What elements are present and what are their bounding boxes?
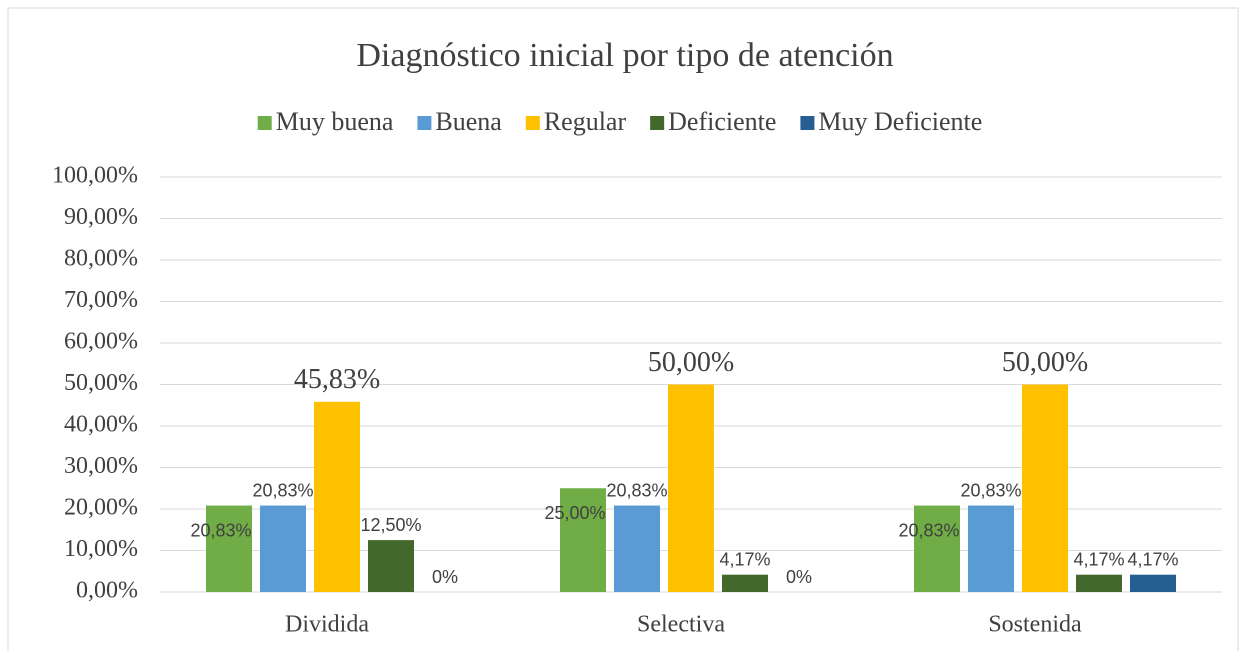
y-tick-label: 0,00%: [76, 578, 138, 604]
data-label: 20,83%: [898, 520, 959, 540]
data-label: 4,17%: [1073, 549, 1124, 569]
bar: [914, 505, 960, 592]
data-label: 25,00%: [544, 503, 605, 523]
bar: [368, 540, 414, 592]
legend-swatch: [417, 116, 432, 130]
legend-label: Deficiente: [668, 107, 776, 136]
y-tick-label: 70,00%: [64, 287, 138, 313]
legend-label: Muy buena: [276, 107, 394, 136]
y-tick-label: 60,00%: [64, 329, 138, 355]
bar: [968, 505, 1014, 592]
chart-title: Diagnóstico inicial por tipo de atención: [356, 37, 893, 74]
y-tick-label: 80,00%: [64, 246, 138, 272]
y-tick-label: 90,00%: [64, 204, 138, 230]
legend-label: Buena: [435, 107, 502, 136]
x-tick-label: Sostenida: [988, 612, 1082, 638]
data-label: 20,83%: [960, 480, 1021, 500]
legend-label: Regular: [544, 107, 627, 136]
data-label: 0%: [786, 567, 812, 587]
legend-swatch: [257, 116, 272, 130]
y-tick-label: 20,00%: [64, 495, 138, 521]
legend-swatch: [525, 116, 540, 130]
bar: [1076, 574, 1122, 592]
data-label: 50,00%: [1002, 347, 1088, 378]
bar: [260, 505, 306, 592]
data-label: 12,50%: [360, 515, 421, 535]
data-label: 50,00%: [648, 347, 734, 378]
y-tick-label: 40,00%: [64, 412, 138, 438]
legend-swatch: [800, 116, 815, 130]
bar: [722, 574, 768, 592]
data-label: 0%: [432, 567, 458, 587]
data-label: 4,17%: [1127, 549, 1178, 569]
data-label: 45,83%: [294, 364, 380, 395]
data-label: 20,83%: [606, 480, 667, 500]
legend-swatch: [650, 116, 665, 130]
y-tick-label: 50,00%: [64, 370, 138, 396]
data-label: 20,83%: [252, 480, 313, 500]
bar: [1130, 574, 1176, 592]
data-label: 4,17%: [719, 549, 770, 569]
bar: [668, 384, 714, 592]
data-label: 20,83%: [190, 520, 251, 540]
y-tick-label: 100,00%: [52, 163, 138, 189]
legend-label: Muy Deficiente: [818, 107, 982, 136]
y-tick-label: 10,00%: [64, 536, 138, 562]
bar: [314, 401, 360, 592]
bar: [206, 505, 252, 592]
x-tick-label: Dividida: [285, 612, 369, 638]
y-tick-label: 30,00%: [64, 453, 138, 479]
bar: [614, 505, 660, 592]
bar: [1022, 384, 1068, 592]
bar: [560, 488, 606, 592]
x-tick-label: Selectiva: [637, 612, 725, 638]
